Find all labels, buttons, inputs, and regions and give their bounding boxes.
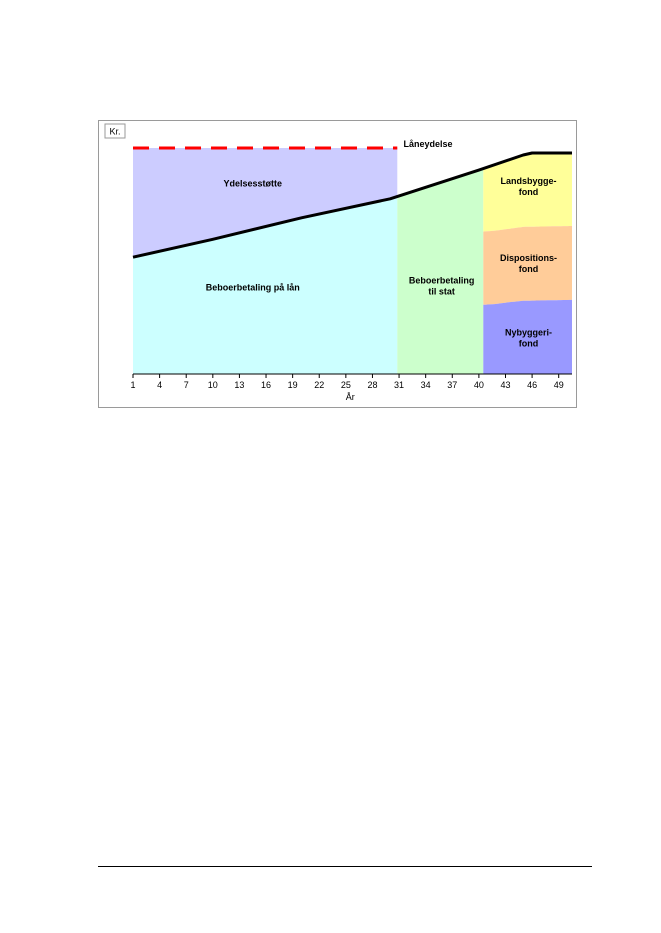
chart-frame: 1 4 7 10 13 16 19 22 25 28 31 34 37 40 43 46 49 År Kr. Yde… <box>98 120 577 408</box>
payment-line <box>132 151 572 259</box>
x-tick-label: 1 <box>130 380 135 390</box>
region-beboerbetaling-på-lån <box>133 196 398 374</box>
chart-labels: Ydelsesstøtte Beboerbetaling på lån Beboer… <box>206 139 557 349</box>
label-beboerbetaling-til-stat: Beboerbetaling til stat <box>409 276 475 297</box>
label-landsbyggefond: Landsbygge-fond <box>501 176 557 197</box>
x-tick-label: 7 <box>184 380 189 390</box>
region-nybyggerifond <box>483 299 572 374</box>
chart-lines <box>132 146 572 259</box>
x-tick-label: 25 <box>341 380 351 390</box>
x-tick-label: 34 <box>421 380 431 390</box>
chart-axes: 1 4 7 10 13 16 19 22 25 28 31 34 37 40 43 46 49 År Kr. <box>104 123 572 402</box>
area-chart: 1 4 7 10 13 16 19 22 25 28 31 34 37 40 43 46 49 År Kr. Yde… <box>104 123 572 402</box>
y-axis-label-box <box>104 123 126 139</box>
x-tick-label: 10 <box>208 380 218 390</box>
x-tick-label: 43 <box>500 380 510 390</box>
label-nybyggerifond: Nybyggeri-fond <box>505 328 552 349</box>
x-tick-label: 37 <box>447 380 457 390</box>
x-tick-label: 19 <box>288 380 298 390</box>
x-tick-label: 46 <box>527 380 537 390</box>
label-laneydelse: Låneydelse <box>403 139 452 149</box>
x-tick-label: 4 <box>157 380 162 390</box>
region-ydelsesstøtte <box>133 148 398 258</box>
chart-regions <box>133 148 572 374</box>
x-tick-label: 31 <box>394 380 404 390</box>
region-beboerbetaling-til-stat <box>397 168 484 374</box>
x-tick-label: 13 <box>234 380 244 390</box>
label-beboerbetaling-på-lån: Beboerbetaling på lån <box>206 282 300 292</box>
region-landsbyggefond <box>483 153 572 232</box>
x-axis-title: År <box>346 392 355 402</box>
region-dispositionsfond <box>483 226 572 305</box>
y-axis-title: Kr. <box>109 127 120 137</box>
x-tick-label: 22 <box>314 380 324 390</box>
footer-rule <box>98 866 592 867</box>
x-tick-label: 28 <box>367 380 377 390</box>
label-ydelsesstøtte: Ydelsesstøtte <box>223 178 282 188</box>
label-dispositionsfond: Dispositions-fond <box>500 253 557 274</box>
x-tick-label: 49 <box>554 380 564 390</box>
x-tick-label: 16 <box>261 380 271 390</box>
x-tick-label: 40 <box>474 380 484 390</box>
